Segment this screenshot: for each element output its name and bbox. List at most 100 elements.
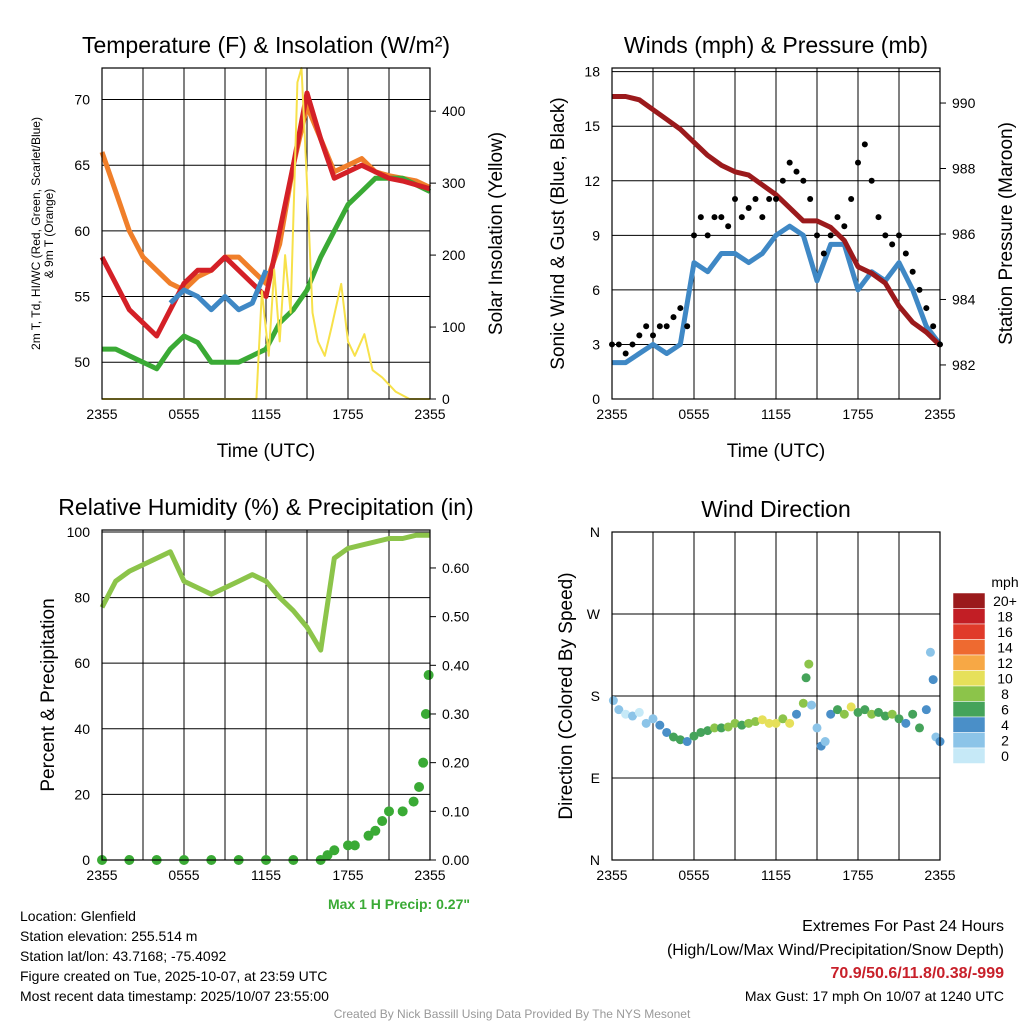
direction-point: [641, 718, 651, 728]
direction-point: [820, 737, 830, 747]
y-tick-label: 65: [74, 157, 90, 173]
rh-panel: 0 20 40 60 80 100 0.00 0.10 0.20 0.30 0.40 0.50 0.60…: [38, 494, 474, 883]
x-tick-label: 1155: [761, 406, 791, 422]
x-tick-label: 0555: [678, 406, 709, 422]
data-point-gust: [923, 305, 930, 312]
y-tick-label: 9: [592, 227, 600, 243]
direction-point: [894, 714, 904, 724]
y-tick-label: N: [590, 852, 600, 868]
data-point-gust: [841, 223, 848, 230]
extremes-subtitle: (High/Low/Max Wind/Precipitation/Snow De…: [666, 942, 1004, 959]
y2-tick-label: 300: [442, 175, 466, 191]
data-point-gust: [629, 341, 636, 348]
y2-tick-label: 0.60: [442, 560, 469, 576]
data-point-gust: [663, 323, 670, 330]
plot-frame: [611, 67, 941, 400]
data-point-precip: [377, 816, 388, 827]
data-point-gust: [786, 159, 793, 166]
colorbar-label: 10: [997, 671, 1013, 687]
info-created: Figure created on Tue, 2025-10-07, at 23…: [20, 968, 328, 984]
max-precip-label: Max 1 H Precip: 0.27": [327, 896, 470, 912]
data-point-precip: [420, 708, 431, 719]
direction-point: [867, 709, 877, 719]
direction-point: [675, 735, 685, 745]
y-tick-label: 80: [74, 590, 90, 606]
series-line-rh: [99, 532, 430, 653]
chart-title: Temperature (F) & Insolation (W/m²): [82, 32, 450, 58]
direction-point: [801, 673, 811, 683]
data-point-gust: [670, 314, 677, 321]
series-line-2m-t: [99, 90, 431, 339]
colorbar-label: 14: [997, 640, 1013, 656]
data-point-gust: [718, 214, 725, 221]
x-tick-label: 0555: [168, 867, 199, 883]
data-point-gust: [615, 341, 622, 348]
wind-panel: 0 3 6 9 12 15 18 982 984 986 988 990 2355 0555 1155 175…: [548, 32, 1017, 462]
direction-point: [757, 715, 767, 725]
data-point-gust: [896, 232, 902, 239]
direction-point: [798, 698, 808, 708]
data-point-precip: [384, 806, 394, 817]
data-point-gust: [800, 177, 807, 184]
direction-point: [737, 720, 747, 730]
y2-tick-label: 0.40: [442, 657, 469, 673]
y2-tick-label: 400: [442, 103, 466, 119]
extremes-title: Extremes For Past 24 Hours: [802, 918, 1004, 935]
x-tick-label: 2355: [924, 867, 955, 883]
data-point-gust: [807, 195, 814, 202]
direction-point: [792, 709, 801, 719]
y2-tick-label: 200: [442, 247, 466, 263]
y-tick-label: S: [591, 688, 600, 704]
info-recent: Most recent data timestamp: 2025/10/07 2…: [20, 988, 329, 1004]
plot-frame: [101, 529, 431, 861]
direction-point: [928, 675, 938, 685]
data-point-precip: [343, 840, 353, 851]
data-point-gust: [622, 350, 629, 357]
colorbar-label: 0: [1001, 748, 1009, 764]
colorbar-swatch: [952, 623, 986, 640]
data-point-gust: [916, 286, 923, 293]
data-point-gust: [738, 214, 745, 221]
colorbar-label: 16: [997, 624, 1013, 640]
data-point-gust: [766, 195, 773, 202]
data-point-gust: [861, 141, 868, 148]
data-point-gust: [752, 195, 759, 202]
credit: Created By Nick Bassill Using Data Provi…: [333, 1007, 691, 1021]
data-point-gust: [902, 250, 909, 257]
data-point-precip: [329, 845, 340, 856]
direction-point: [628, 711, 637, 721]
direction-point: [901, 718, 911, 728]
plot-frame: [101, 67, 431, 400]
direction-point: [874, 707, 883, 717]
direction-point: [785, 718, 795, 728]
data-point-gust: [691, 232, 697, 239]
y-tick-label: 20: [74, 786, 90, 802]
data-point-precip: [414, 781, 425, 792]
x-tick-label: 2355: [596, 867, 627, 883]
data-point-gust: [684, 323, 691, 330]
direction-point: [826, 709, 836, 719]
data-point-gust: [820, 250, 827, 257]
y-tick-label: 0: [82, 852, 90, 868]
direction-point: [703, 726, 713, 736]
direction-point: [655, 720, 665, 730]
direction-point: [608, 696, 618, 706]
x-axis-label: Time (UTC): [727, 441, 826, 462]
colorbar-swatch: [952, 639, 986, 656]
data-point-gust: [697, 214, 704, 221]
y-tick-label: 50: [74, 354, 90, 370]
direction-point: [744, 718, 754, 728]
x-tick-label: 1155: [251, 867, 281, 883]
x-tick-label: 2355: [414, 406, 445, 422]
direction-point: [908, 709, 918, 719]
direction-point: [682, 737, 692, 747]
direction-point: [689, 731, 699, 741]
direction-point: [710, 723, 719, 733]
colorbar-label: 4: [1001, 717, 1009, 733]
colorbar-label: 6: [1001, 702, 1009, 718]
direction-point: [833, 705, 842, 715]
info-location: Location: Glenfield: [20, 908, 136, 924]
y-axis-label: Sonic Wind & Gust (Blue, Black): [548, 97, 569, 369]
y2-tick-label: 0.30: [442, 706, 469, 722]
colorbar-swatch: [952, 747, 986, 764]
